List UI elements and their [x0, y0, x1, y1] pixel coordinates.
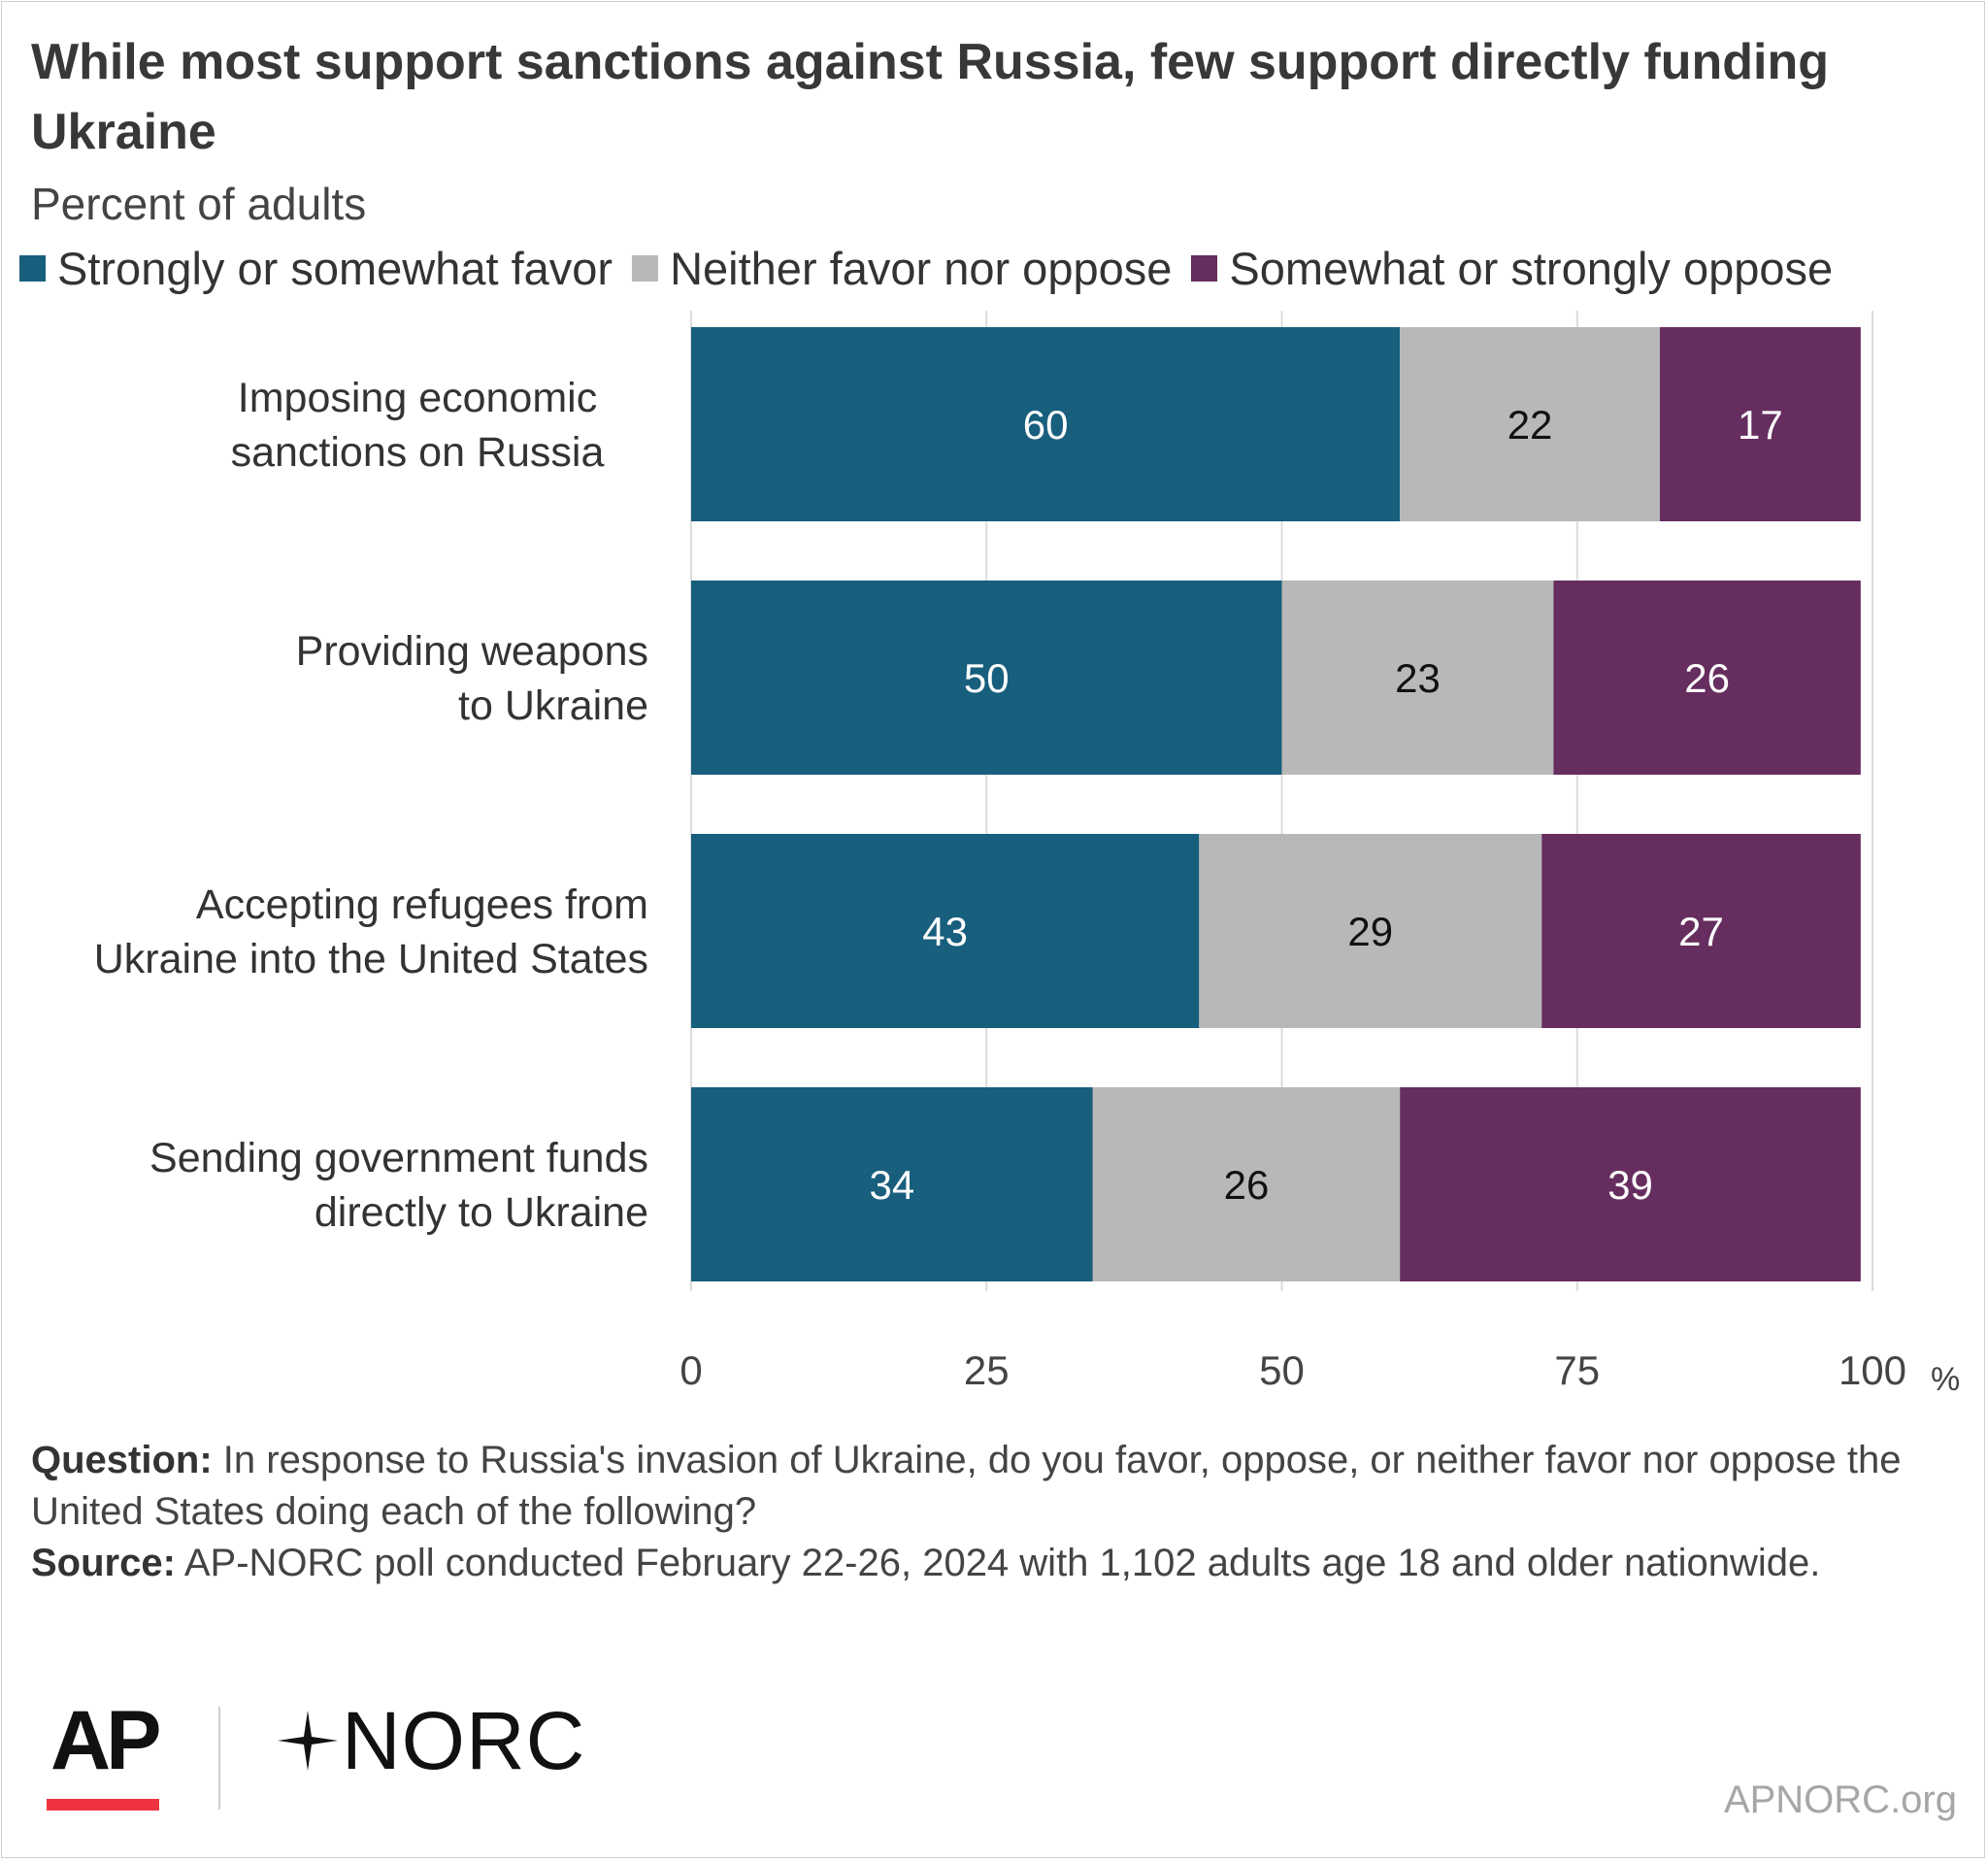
- legend-label-neither: Neither favor nor oppose: [670, 242, 1173, 294]
- data-label: 60: [1023, 402, 1069, 448]
- x-tick-label: 25: [964, 1347, 1010, 1393]
- legend-swatch-oppose: [1191, 254, 1218, 282]
- bar-segment: [691, 834, 1200, 1028]
- data-label: 34: [870, 1162, 915, 1208]
- bar-segment: [691, 1087, 1093, 1281]
- question-note: Question: In response to Russia's invasi…: [31, 1435, 1934, 1538]
- bar-segment: [1400, 327, 1660, 521]
- category-label: Imposing economic sanctions on Russia: [231, 375, 605, 476]
- bar-segment: [1553, 581, 1861, 775]
- x-tick-label: 75: [1554, 1347, 1600, 1393]
- norc-star-icon: [278, 1711, 338, 1771]
- x-axis-unit: %: [1931, 1361, 1960, 1398]
- stacked-bar-chart: 0 25 50 75 100 % 60 22 17 Imposing economic sancti…: [94, 311, 1960, 1398]
- x-tick-label: 50: [1259, 1347, 1305, 1393]
- bar-segment: [1092, 1087, 1401, 1281]
- logo-separator: [218, 1707, 220, 1810]
- chart-title: While most support sanctions against Rus…: [31, 34, 1829, 160]
- legend-swatch-neither: [632, 254, 659, 282]
- bar-segment: [1659, 327, 1861, 521]
- bar-segment: [1541, 834, 1861, 1028]
- data-label: 39: [1607, 1162, 1653, 1208]
- question-label: Question:: [31, 1439, 213, 1481]
- norc-logo-text: NORC: [342, 1695, 586, 1786]
- legend: Strongly or somewhat favor Neither favor…: [19, 237, 1852, 299]
- norc-logo: NORC: [274, 1697, 585, 1784]
- x-tick-label: 0: [679, 1347, 702, 1393]
- source-note: Source: AP-NORC poll conducted February …: [31, 1538, 1934, 1589]
- data-label: 27: [1678, 909, 1724, 954]
- legend-item-favor: Strongly or somewhat favor: [19, 242, 613, 295]
- bar-segment: [1281, 581, 1554, 775]
- data-label: 29: [1347, 909, 1393, 954]
- bar-segment: [691, 327, 1401, 521]
- source-text: AP-NORC poll conducted February 22-26, 2…: [175, 1542, 1821, 1584]
- website-label: APNORC.org: [1723, 1778, 1957, 1821]
- legend-item-neither: Neither favor nor oppose: [632, 242, 1172, 295]
- data-label: 26: [1684, 655, 1730, 701]
- legend-item-oppose: Somewhat or strongly oppose: [1191, 242, 1833, 295]
- legend-label-favor: Strongly or somewhat favor: [57, 242, 613, 294]
- chart-subtitle: Percent of adults: [31, 179, 367, 229]
- category-label: Accepting refugees from Ukraine into the …: [94, 881, 648, 982]
- category-label: Sending government funds directly to Ukra…: [149, 1135, 648, 1236]
- data-label: 50: [964, 655, 1010, 701]
- legend-label-oppose: Somewhat or strongly oppose: [1229, 242, 1834, 294]
- source-label: Source:: [31, 1542, 176, 1584]
- ap-logo-underline: [47, 1799, 159, 1811]
- bar-segment: [691, 581, 1282, 775]
- data-label: 26: [1224, 1162, 1270, 1208]
- bar-segment: [1199, 834, 1542, 1028]
- ap-logo: AP: [50, 1694, 161, 1787]
- data-label: 17: [1738, 402, 1783, 448]
- question-text: In response to Russia's invasion of Ukra…: [31, 1439, 1902, 1533]
- bar-segment: [1400, 1087, 1861, 1281]
- data-label: 22: [1508, 402, 1553, 448]
- data-label: 23: [1395, 655, 1441, 701]
- x-tick-label: 100: [1839, 1347, 1906, 1393]
- category-label: Providing weapons to Ukraine: [296, 628, 648, 729]
- data-label: 43: [922, 909, 968, 954]
- legend-swatch-favor: [19, 254, 46, 282]
